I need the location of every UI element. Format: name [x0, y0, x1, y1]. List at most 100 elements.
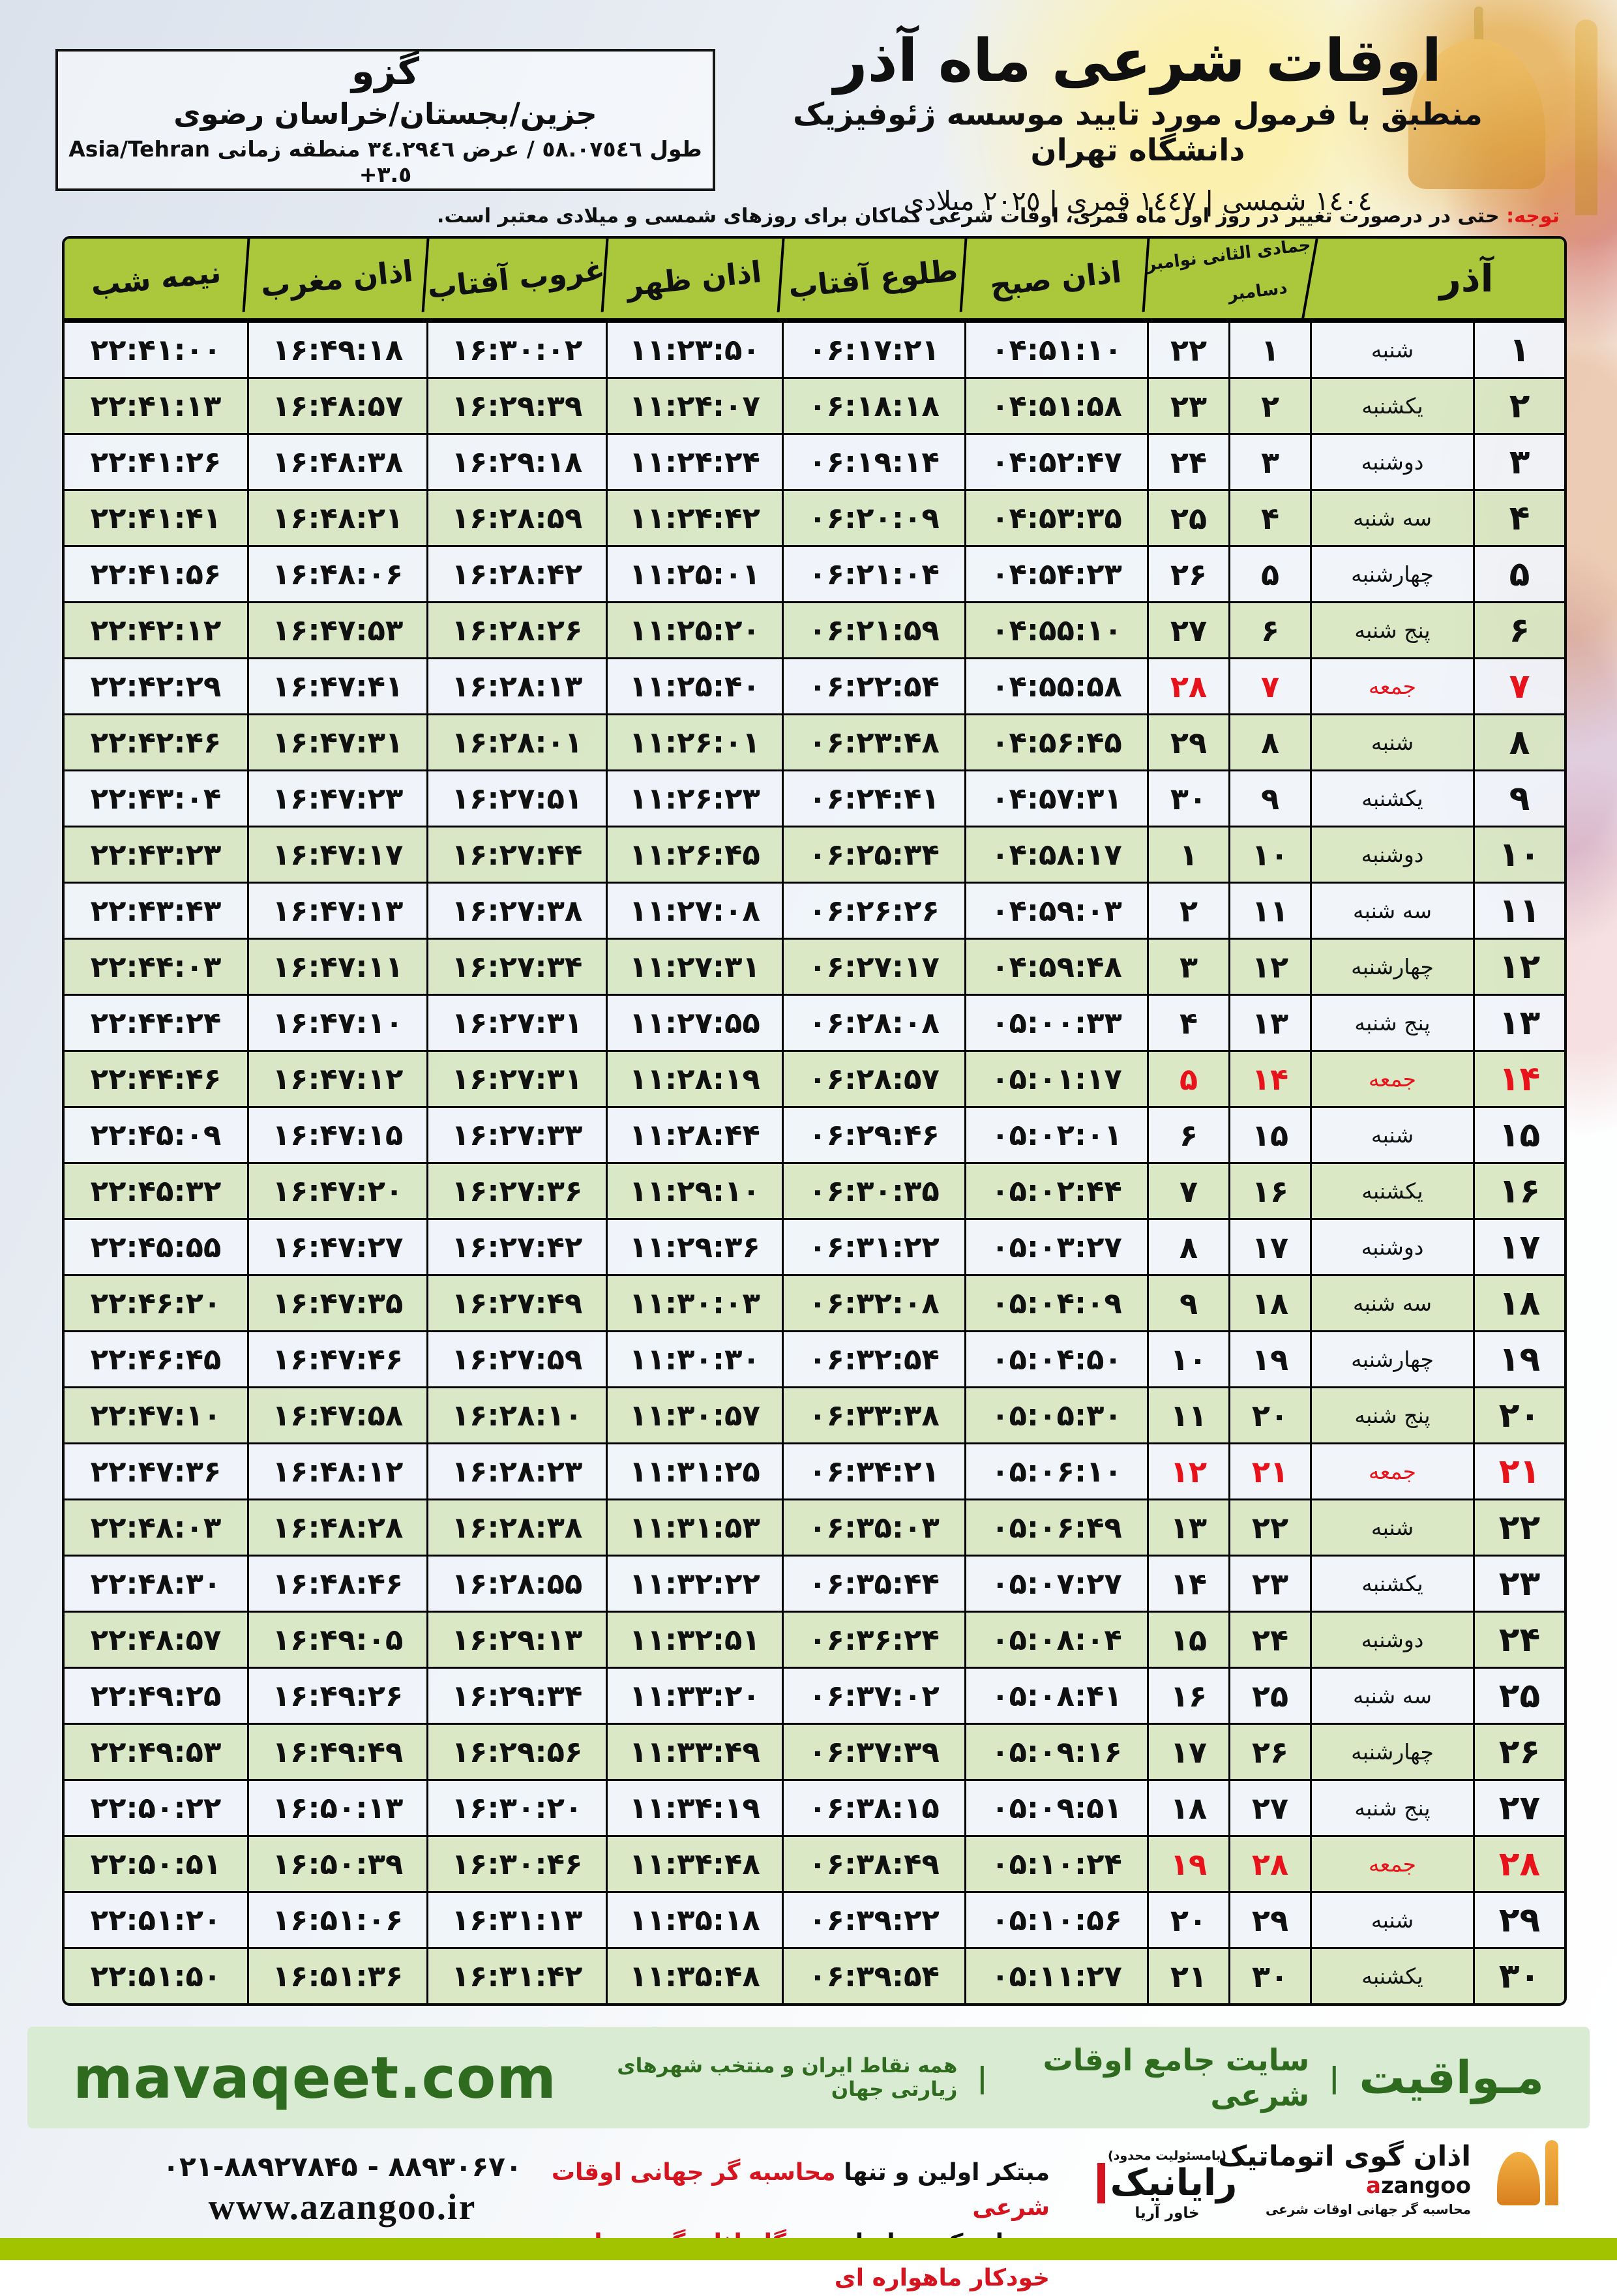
- noon-azan-cell: ۱۱:۳۲:۵۱: [606, 1613, 782, 1667]
- weekday-cell: یکشنبه: [1310, 1164, 1473, 1218]
- azar-day-cell: ۳: [1473, 435, 1564, 489]
- noon-azan-cell: ۱۱:۳۵:۴۸: [606, 1949, 782, 2003]
- midnight-cell: ۲۲:۴۴:۲۴: [65, 996, 247, 1050]
- gregorian-day-cell: ۱۷: [1147, 1725, 1228, 1779]
- midnight-cell: ۲۲:۴۱:۲۶: [65, 435, 247, 489]
- sunrise-cell: ۰۶:۱۷:۲۱: [782, 323, 964, 377]
- sunrise-cell: ۰۶:۳۵:۰۳: [782, 1500, 964, 1555]
- azar-day-cell: ۲۲: [1473, 1500, 1564, 1555]
- sunset-cell: ۱۶:۲۷:۴۹: [426, 1276, 606, 1330]
- lunar-day-cell: ۲۵: [1228, 1669, 1310, 1723]
- noon-azan-cell: ۱۱:۳۱:۵۳: [606, 1500, 782, 1555]
- midnight-cell: ۲۲:۴۳:۰۴: [65, 771, 247, 826]
- maghrib-azan-cell: ۱۶:۴۹:۲۶: [247, 1669, 426, 1723]
- azar-day-cell: ۴: [1473, 491, 1564, 545]
- lunar-day-cell: ۲۸: [1228, 1837, 1310, 1891]
- weekday-cell: یکشنبه: [1310, 379, 1473, 433]
- midnight-cell: ۲۲:۴۲:۴۶: [65, 715, 247, 769]
- weekday-cell: شنبه: [1310, 1108, 1473, 1162]
- weekday-cell: پنج شنبه: [1310, 1781, 1473, 1835]
- sunrise-cell: ۰۶:۲۶:۲۶: [782, 884, 964, 938]
- midnight-cell: ۲۲:۴۹:۵۳: [65, 1725, 247, 1779]
- midnight-cell: ۲۲:۴۳:۲۳: [65, 827, 247, 882]
- lunar-day-cell: ۲۹: [1228, 1893, 1310, 1947]
- weekday-cell: دوشنبه: [1310, 435, 1473, 489]
- sunset-cell: ۱۶:۳۰:۰۲: [426, 323, 606, 377]
- weekday-cell: شنبه: [1310, 323, 1473, 377]
- midnight-cell: ۲۲:۴۱:۱۳: [65, 379, 247, 433]
- gregorian-day-cell: ۲۳: [1147, 379, 1228, 433]
- maghrib-azan-cell: ۱۶:۴۷:۴۱: [247, 659, 426, 713]
- gregorian-day-cell: ۲۵: [1147, 491, 1228, 545]
- weekday-cell: چهارشنبه: [1310, 1332, 1473, 1386]
- noon-azan-cell: ۱۱:۲۵:۲۰: [606, 603, 782, 657]
- sunset-cell: ۱۶:۲۹:۳۴: [426, 1669, 606, 1723]
- fajr-azan-cell: ۰۵:۰۲:۰۱: [964, 1108, 1147, 1162]
- weekday-cell: سه شنبه: [1310, 491, 1473, 545]
- lunar-day-cell: ۱۴: [1228, 1052, 1310, 1106]
- table-row: ۱ شنبه ۱ ۲۲ ۰۴:۵۱:۱۰ ۰۶:۱۷:۲۱ ۱۱:۲۳:۵۰ ۱…: [65, 321, 1564, 377]
- azangoo-latin: azangoo: [1366, 2173, 1471, 2199]
- column-header-azar: آذر: [1439, 256, 1494, 301]
- midnight-cell: ۲۲:۴۵:۰۹: [65, 1108, 247, 1162]
- fajr-azan-cell: ۰۵:۰۶:۴۹: [964, 1500, 1147, 1555]
- table-row: ۲۵ سه شنبه ۲۵ ۱۶ ۰۵:۰۸:۴۱ ۰۶:۳۷:۰۲ ۱۱:۳۳…: [65, 1667, 1564, 1723]
- lunar-day-cell: ۵: [1228, 547, 1310, 601]
- lunar-day-cell: ۲: [1228, 379, 1310, 433]
- lunar-day-cell: ۹: [1228, 771, 1310, 826]
- sunrise-cell: ۰۶:۳۲:۰۸: [782, 1276, 964, 1330]
- maghrib-azan-cell: ۱۶:۴۷:۵۸: [247, 1388, 426, 1442]
- sunset-cell: ۱۶:۳۰:۴۶: [426, 1837, 606, 1891]
- site-description: سایت جامع اوقات شرعی: [1043, 2042, 1310, 2113]
- midnight-cell: ۲۲:۴۲:۲۹: [65, 659, 247, 713]
- gregorian-day-cell: ۱۵: [1147, 1613, 1228, 1667]
- sunset-cell: ۱۶:۲۸:۲۳: [426, 1444, 606, 1498]
- table-row: ۲ یکشنبه ۲ ۲۳ ۰۴:۵۱:۵۸ ۰۶:۱۸:۱۸ ۱۱:۲۴:۰۷…: [65, 377, 1564, 433]
- noon-azan-cell: ۱۱:۲۳:۵۰: [606, 323, 782, 377]
- gregorian-day-cell: ۲۹: [1147, 715, 1228, 769]
- gregorian-day-cell: ۲۰: [1147, 1893, 1228, 1947]
- table-row: ۹ یکشنبه ۹ ۳۰ ۰۴:۵۷:۳۱ ۰۶:۲۴:۴۱ ۱۱:۲۶:۲۳…: [65, 769, 1564, 826]
- weekday-cell: چهارشنبه: [1310, 940, 1473, 994]
- fajr-azan-cell: ۰۴:۵۷:۳۱: [964, 771, 1147, 826]
- lunar-day-cell: ۱۰: [1228, 827, 1310, 882]
- weekday-cell: سه شنبه: [1310, 1276, 1473, 1330]
- sunrise-cell: ۰۶:۳۶:۲۴: [782, 1613, 964, 1667]
- sunrise-cell: ۰۶:۳۵:۴۴: [782, 1557, 964, 1611]
- weekday-cell: جمعه: [1310, 659, 1473, 713]
- weekday-cell: جمعه: [1310, 1837, 1473, 1891]
- table-row: ۱۱ سه شنبه ۱۱ ۲ ۰۴:۵۹:۰۳ ۰۶:۲۶:۲۶ ۱۱:۲۷:…: [65, 882, 1564, 938]
- weekday-cell: دوشنبه: [1310, 1613, 1473, 1667]
- noon-azan-cell: ۱۱:۳۵:۱۸: [606, 1893, 782, 1947]
- gregorian-day-cell: ۲: [1147, 884, 1228, 938]
- noon-azan-cell: ۱۱:۲۵:۴۰: [606, 659, 782, 713]
- midnight-cell: ۲۲:۵۱:۲۰: [65, 1893, 247, 1947]
- table-row: ۶ پنج شنبه ۶ ۲۷ ۰۴:۵۵:۱۰ ۰۶:۲۱:۵۹ ۱۱:۲۵:…: [65, 601, 1564, 657]
- fajr-azan-cell: ۰۵:۰۶:۱۰: [964, 1444, 1147, 1498]
- fajr-azan-cell: ۰۴:۵۹:۴۸: [964, 940, 1147, 994]
- lunar-day-cell: ۳: [1228, 435, 1310, 489]
- gregorian-day-cell: ۱۸: [1147, 1781, 1228, 1835]
- azar-day-cell: ۲۹: [1473, 1893, 1564, 1947]
- sunset-cell: ۱۶:۲۷:۴۴: [426, 827, 606, 882]
- maker-line1-black: مبتکر اولین و تنها: [844, 2159, 1050, 2186]
- fajr-azan-cell: ۰۴:۵۵:۱۰: [964, 603, 1147, 657]
- weekday-cell: شنبه: [1310, 1893, 1473, 1947]
- gregorian-day-cell: ۱۱: [1147, 1388, 1228, 1442]
- gregorian-day-cell: ۳۰: [1147, 771, 1228, 826]
- sunrise-cell: ۰۶:۲۹:۴۶: [782, 1108, 964, 1162]
- maghrib-azan-cell: ۱۶:۴۷:۱۳: [247, 884, 426, 938]
- location-coordinates: طول ٥٨.٠٧٥٤٦ / عرض ٣٤.٢٩٤٦ منطقه زمانی A…: [58, 136, 713, 187]
- prayer-times-table: آذر جمادی الثانی نوامبر دسامبر اذان صبح …: [62, 236, 1567, 2006]
- fajr-azan-cell: ۰۵:۰۴:۵۰: [964, 1332, 1147, 1386]
- table-row: ۲۱ جمعه ۲۱ ۱۲ ۰۵:۰۶:۱۰ ۰۶:۳۴:۲۱ ۱۱:۳۱:۲۵…: [65, 1442, 1564, 1498]
- noon-azan-cell: ۱۱:۲۶:۴۵: [606, 827, 782, 882]
- azar-day-cell: ۸: [1473, 715, 1564, 769]
- location-region: جزین/بجستان/خراسان رضوی: [173, 97, 597, 132]
- table-row: ۱۴ جمعه ۱۴ ۵ ۰۵:۰۱:۱۷ ۰۶:۲۸:۵۷ ۱۱:۲۸:۱۹ …: [65, 1050, 1564, 1106]
- azangoo-dome-icon: [1481, 2140, 1558, 2217]
- table-row: ۲۸ جمعه ۲۸ ۱۹ ۰۵:۱۰:۲۴ ۰۶:۳۸:۴۹ ۱۱:۳۴:۴۸…: [65, 1835, 1564, 1891]
- sunset-cell: ۱۶:۲۷:۴۲: [426, 1220, 606, 1274]
- fajr-azan-cell: ۰۵:۱۱:۲۷: [964, 1949, 1147, 2003]
- contact-block: ۰۲۱-۸۸۹۲۷۸۴۵ - ۸۸۹۳۰۶۷۰ www.azangoo.ir: [85, 2151, 600, 2228]
